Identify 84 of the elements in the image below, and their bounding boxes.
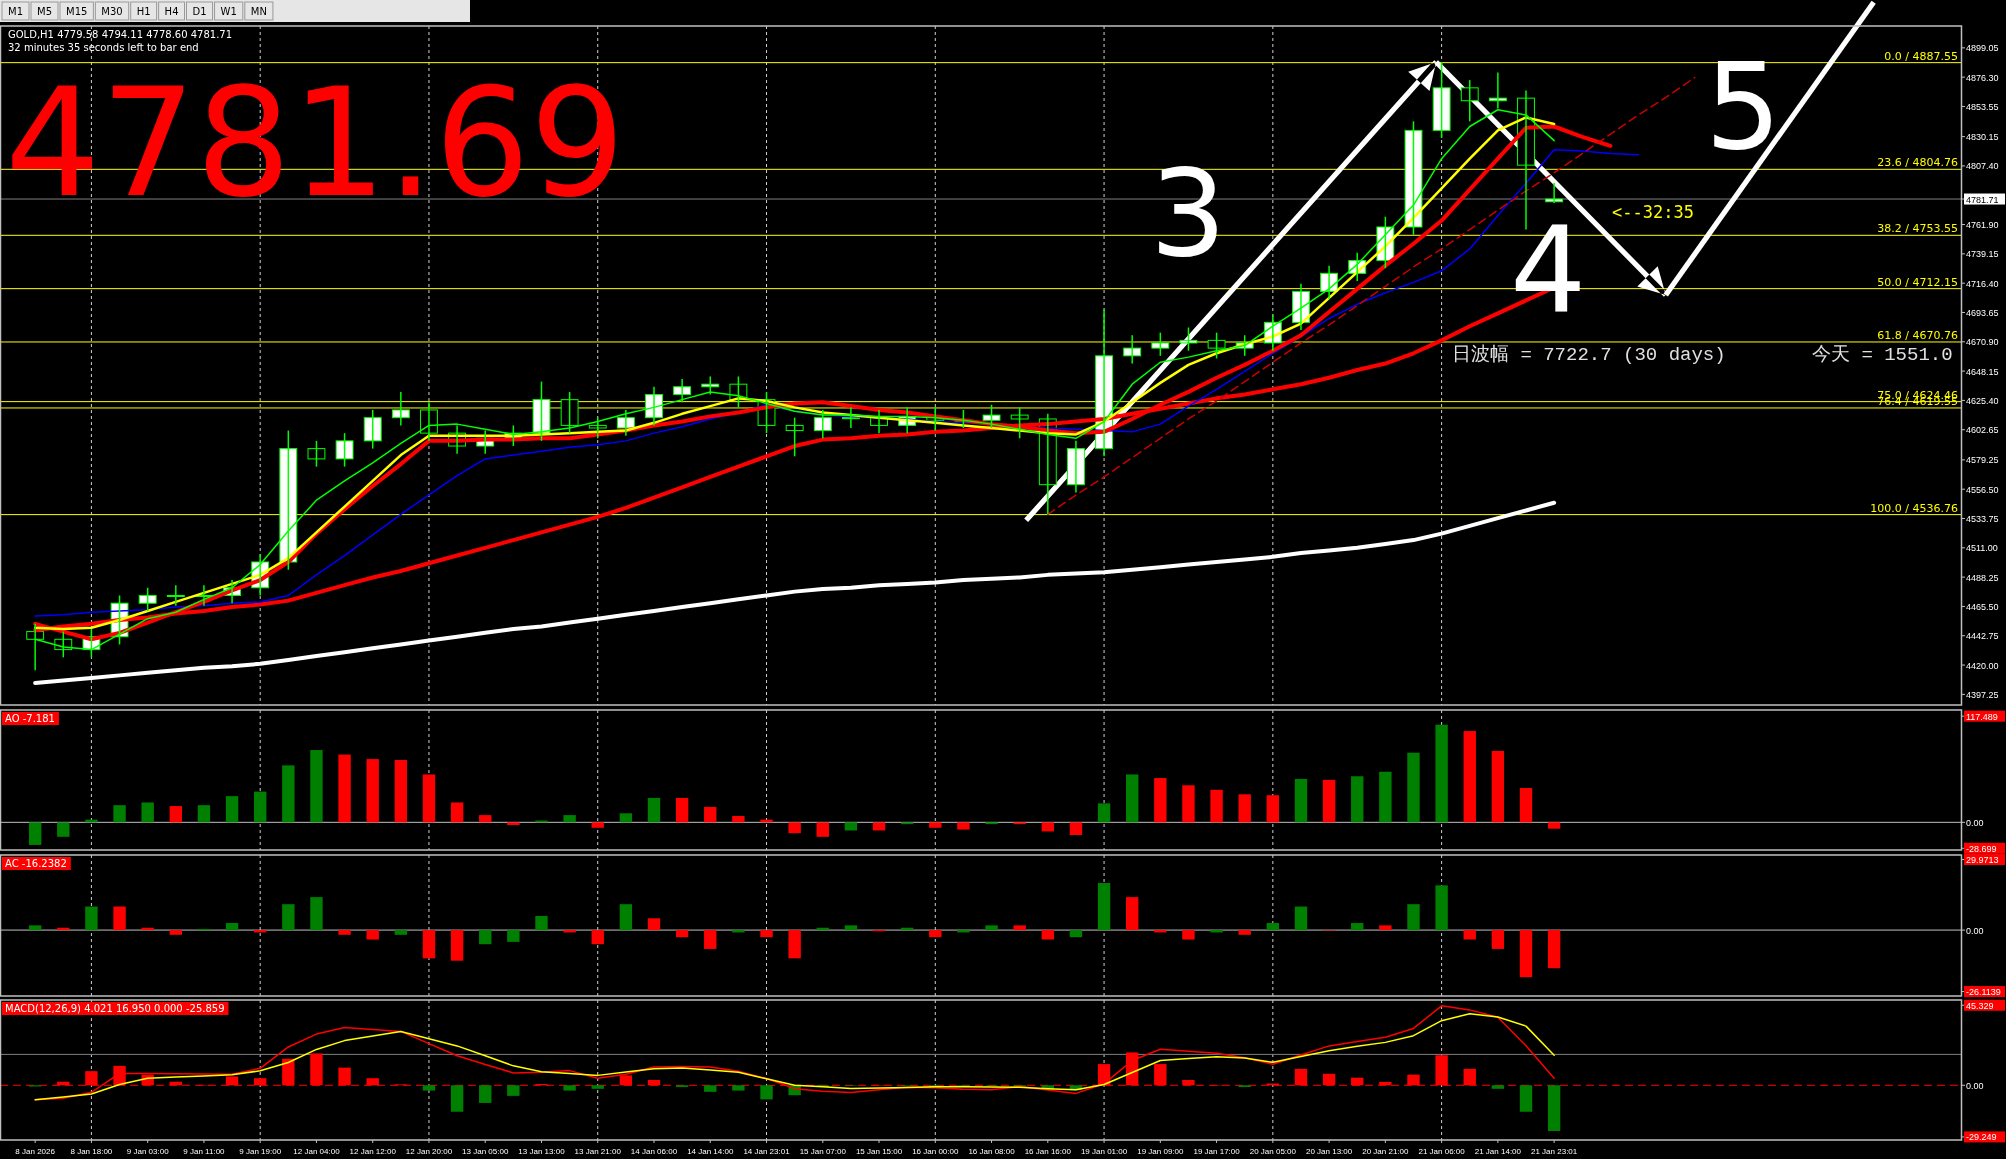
y-tick-label: -26.1139 xyxy=(1966,987,2001,998)
x-tick-label: 13 Jan 21:00 xyxy=(574,1147,622,1156)
x-tick-label: 21 Jan 23:01 xyxy=(1531,1147,1578,1156)
y-tick-label: 4693.65 xyxy=(1966,307,1999,318)
y-tick-label: 0.00 xyxy=(1966,925,1984,936)
x-tick-label: 21 Jan 06:00 xyxy=(1418,1147,1466,1156)
y-tick-label: 4397.25 xyxy=(1966,689,1999,700)
y-tick-label: 4511.00 xyxy=(1966,543,1998,554)
x-tick-label: 15 Jan 07:00 xyxy=(799,1147,847,1156)
annotation: <--32:35 xyxy=(1612,202,1694,222)
x-tick-label: 16 Jan 08:00 xyxy=(968,1147,1016,1156)
y-tick-label: 4853.55 xyxy=(1966,101,1999,112)
y-tick-label: 4899.05 xyxy=(1966,43,1999,54)
text: D1 xyxy=(192,6,207,17)
y-tick-label: 4602.65 xyxy=(1966,425,1999,436)
annotation: 今天 = 1551.0 xyxy=(1812,344,1953,366)
x-tick-label: 20 Jan 21:00 xyxy=(1362,1147,1410,1156)
x-tick-label: 16 Jan 16:00 xyxy=(1024,1147,1072,1156)
x-tick-label: 15 Jan 15:00 xyxy=(855,1147,903,1156)
x-tick-label: 19 Jan 17:00 xyxy=(1193,1147,1241,1156)
ref-line-label: 38.2 / 4753.55 xyxy=(1877,222,1958,236)
x-tick-label: 20 Jan 05:00 xyxy=(1249,1147,1297,1156)
text: W1 xyxy=(220,6,237,17)
y-tick-label: 4807.40 xyxy=(1966,161,1999,172)
x-tick-label: 8 Jan 18:00 xyxy=(70,1147,113,1156)
y-tick-label: 4761.90 xyxy=(1966,220,1999,231)
text: H4 xyxy=(164,6,179,17)
x-tick-label: 14 Jan 23:01 xyxy=(743,1147,791,1156)
x-tick-label: 19 Jan 09:00 xyxy=(1137,1147,1184,1156)
text: 32 minutes 35 seconds left to bar end xyxy=(8,42,199,53)
text: H1 xyxy=(136,6,151,17)
annotation: 日波幅 = 7722.7 (30 days) xyxy=(1452,344,1726,366)
ref-line-label: 61.8 / 4670.76 xyxy=(1877,328,1958,342)
x-tick-label: 16 Jan 00:00 xyxy=(912,1147,959,1156)
x-tick-label: 19 Jan 01:00 xyxy=(1080,1147,1128,1156)
x-tick-label: 13 Jan 05:00 xyxy=(462,1147,509,1156)
chart-title: GOLD,H1 4779.58 4794.11 4778.60 4781.71 xyxy=(8,29,233,40)
x-tick-label: 14 Jan 06:00 xyxy=(630,1147,678,1156)
chart-title: AC -16.2382 xyxy=(5,858,67,869)
y-tick-label: 4739.15 xyxy=(1966,249,1999,260)
x-tick-label: 9 Jan 03:00 xyxy=(126,1147,170,1156)
x-tick-label: 14 Jan 14:00 xyxy=(687,1147,734,1156)
x-tick-label: 21 Jan 14:00 xyxy=(1474,1147,1522,1156)
x-tick-label: 12 Jan 20:00 xyxy=(405,1147,453,1156)
y-tick-label: 0.00 xyxy=(1966,1080,1984,1091)
x-tick-label: 8 Jan 2026 xyxy=(15,1147,56,1156)
x-tick-label: 12 Jan 04:00 xyxy=(293,1147,341,1156)
x-tick-label: 9 Jan 19:00 xyxy=(239,1147,282,1156)
chart-title: MACD(12,26,9) 4.021 16.950 0.000 -25.859 xyxy=(5,1003,225,1014)
chart-title: AO -7.181 xyxy=(5,713,55,724)
text: M15 xyxy=(66,6,88,17)
y-tick-label: 4625.40 xyxy=(1966,395,1999,406)
y-tick-label: 4579.25 xyxy=(1966,455,1999,466)
y-tick-label: 0.00 xyxy=(1966,817,1984,828)
y-tick-label: 4830.15 xyxy=(1966,132,1999,143)
text: M30 xyxy=(101,6,123,17)
x-tick-label: 20 Jan 13:00 xyxy=(1305,1147,1353,1156)
y-tick-label: 4781.71 xyxy=(1966,194,1999,205)
text: M5 xyxy=(37,6,52,17)
y-tick-label: 4876.30 xyxy=(1966,72,1999,83)
ref-line-label: 0.0 / 4887.55 xyxy=(1884,49,1958,63)
y-tick-label: 4533.75 xyxy=(1966,514,1999,524)
y-tick-label: 29.9713 xyxy=(1966,855,1999,866)
y-tick-label: 4488.25 xyxy=(1966,572,1999,583)
y-tick-label: 4420.00 xyxy=(1966,660,1999,671)
text: M1 xyxy=(8,6,23,17)
ref-line-label: 23.6 / 4804.76 xyxy=(1877,156,1958,170)
y-tick-label: 117.489 xyxy=(1966,711,1998,722)
y-tick-label: 4442.75 xyxy=(1966,631,1999,642)
y-tick-label: 45.329 xyxy=(1966,1000,1994,1011)
x-tick-label: 9 Jan 11:00 xyxy=(183,1147,226,1156)
ref-line-label: 50.0 / 4712.15 xyxy=(1877,275,1958,289)
y-tick-label: -29.249 xyxy=(1966,1132,1997,1143)
y-tick-label: 4716.40 xyxy=(1966,278,1999,289)
y-tick-label: 4556.50 xyxy=(1966,484,1999,495)
x-tick-label: 13 Jan 13:00 xyxy=(518,1147,566,1156)
text: MN xyxy=(250,6,267,17)
x-tick-label: 12 Jan 12:00 xyxy=(349,1147,397,1156)
annotation: 5 xyxy=(1705,37,1782,176)
y-tick-label: 4648.15 xyxy=(1966,366,1999,377)
y-tick-label: 4670.90 xyxy=(1966,337,1999,348)
ref-line-label: 100.0 / 4536.76 xyxy=(1870,501,1958,515)
y-tick-label: 4465.50 xyxy=(1966,601,1999,612)
y-tick-label: -28.699 xyxy=(1966,843,1997,854)
